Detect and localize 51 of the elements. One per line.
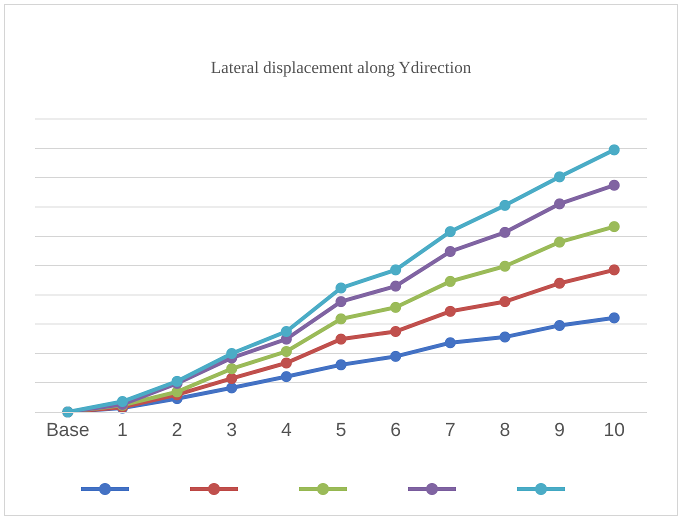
point [390,280,402,292]
point [608,180,620,191]
point [280,357,292,368]
x-tick-label: 2 [172,420,182,441]
x-tick-label: 6 [390,420,401,441]
point [444,306,456,317]
point [226,372,238,384]
point [116,396,128,408]
point [499,296,510,308]
point [390,264,402,276]
point [226,382,238,394]
point [444,337,456,348]
point [554,198,566,210]
x-tick-label: 10 [604,420,625,441]
point [608,144,620,156]
point [336,359,346,370]
x-tick-label: 8 [500,420,510,441]
point [444,246,456,258]
point [280,326,292,338]
point [444,226,456,238]
point [554,236,566,248]
point [336,296,346,308]
point [554,320,566,331]
x-tick-label: 3 [226,420,237,441]
point [390,350,402,362]
point [280,371,292,382]
point [608,221,620,232]
point [608,264,620,276]
x-tick-label: 4 [281,420,292,441]
point [554,278,566,289]
point [336,334,346,345]
point [226,348,238,360]
point [390,326,402,338]
x-tick-label: 7 [445,420,456,441]
point [390,302,402,313]
point [499,226,510,238]
point [499,200,510,211]
point [280,346,292,357]
point [499,332,510,343]
point [499,260,510,272]
point [336,313,346,324]
x-tick-label: 9 [554,420,565,441]
x-tick-label: Base [46,420,90,441]
point [444,276,456,287]
point [226,363,238,374]
x-tick-label: 5 [336,420,346,441]
chart-title: Lateral displacement along Ydirection [210,58,472,77]
point [554,171,566,182]
x-tick-label: 1 [117,420,128,441]
point [608,312,620,324]
point [336,282,346,294]
